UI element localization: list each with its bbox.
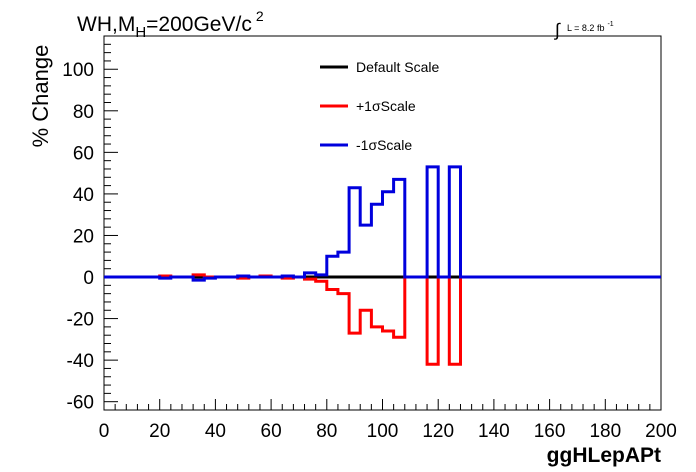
y-tick-label: 0 [83, 268, 94, 289]
legend-label-1: +1σScale [356, 98, 416, 114]
x-tick-label: 80 [316, 421, 337, 442]
legend-label-0: Default Scale [356, 59, 439, 75]
series-line-2 [104, 165, 661, 282]
legend: Default Scale +1σScale -1σScale [320, 59, 439, 153]
x-tick-label: 20 [149, 421, 170, 442]
x-tick-label: 120 [422, 421, 454, 442]
y-tick-label: 40 [73, 185, 94, 206]
x-tick-label: 0 [99, 421, 110, 442]
integral-symbol: ∫ [553, 20, 561, 40]
luminosity-label: L = 8.2 fb -1 [567, 21, 614, 33]
axis-ticks: 0 20 40 60 80 100 120 140 160 180 200 -60 -40 -20 0 20 4… [62, 35, 677, 442]
x-tick-label: 40 [205, 421, 226, 442]
plot-frame [103, 35, 662, 411]
y-tick-label: 80 [73, 102, 94, 123]
y-tick-label: 60 [73, 143, 94, 164]
series-layer [104, 165, 661, 366]
x-axis-label: ggHLepAPt [547, 444, 661, 467]
y-tick-label: 100 [62, 60, 94, 81]
y-tick-label: -60 [67, 393, 94, 414]
y-tick-label: -20 [67, 310, 94, 331]
x-tick-label: 160 [534, 421, 566, 442]
x-tick-label: 60 [261, 421, 282, 442]
series-line-1 [104, 273, 661, 366]
chart-title: WH,MH=200GeV/c 2 [77, 8, 264, 41]
y-axis-label: % Change [28, 45, 53, 148]
x-tick-label: 100 [367, 421, 399, 442]
legend-label-2: -1σScale [356, 137, 412, 153]
x-tick-label: 180 [589, 421, 621, 442]
x-tick-label: 140 [478, 421, 510, 442]
y-tick-label: -40 [67, 351, 94, 372]
y-tick-label: 20 [73, 226, 94, 247]
x-tick-label: 200 [645, 421, 677, 442]
